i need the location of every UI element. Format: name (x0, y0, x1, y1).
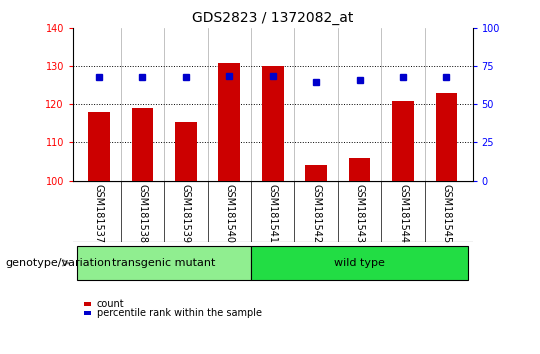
Text: GSM181543: GSM181543 (355, 184, 365, 242)
Title: GDS2823 / 1372082_at: GDS2823 / 1372082_at (192, 11, 353, 24)
Text: GSM181541: GSM181541 (268, 184, 278, 242)
Text: GSM181542: GSM181542 (311, 184, 321, 243)
Text: GSM181545: GSM181545 (441, 184, 451, 243)
Text: GSM181538: GSM181538 (137, 184, 147, 242)
Bar (88, 112, 110, 181)
Bar (392, 101, 414, 181)
Bar (84, 302, 91, 306)
Bar (218, 63, 240, 181)
Bar (349, 158, 370, 181)
Bar (305, 165, 327, 181)
Bar (84, 310, 91, 315)
Text: GSM181540: GSM181540 (224, 184, 234, 242)
Text: GSM181539: GSM181539 (181, 184, 191, 242)
Text: percentile rank within the sample: percentile rank within the sample (97, 308, 262, 318)
Text: wild type: wild type (334, 258, 385, 268)
Text: transgenic mutant: transgenic mutant (112, 258, 216, 268)
Bar (436, 93, 457, 181)
Bar (251, 246, 468, 280)
Text: GSM181544: GSM181544 (398, 184, 408, 242)
Bar (132, 108, 153, 181)
Bar (262, 67, 284, 181)
Text: genotype/variation: genotype/variation (5, 258, 111, 268)
Bar (77, 246, 251, 280)
Text: GSM181537: GSM181537 (94, 184, 104, 243)
Text: count: count (97, 299, 125, 309)
Bar (175, 121, 197, 181)
